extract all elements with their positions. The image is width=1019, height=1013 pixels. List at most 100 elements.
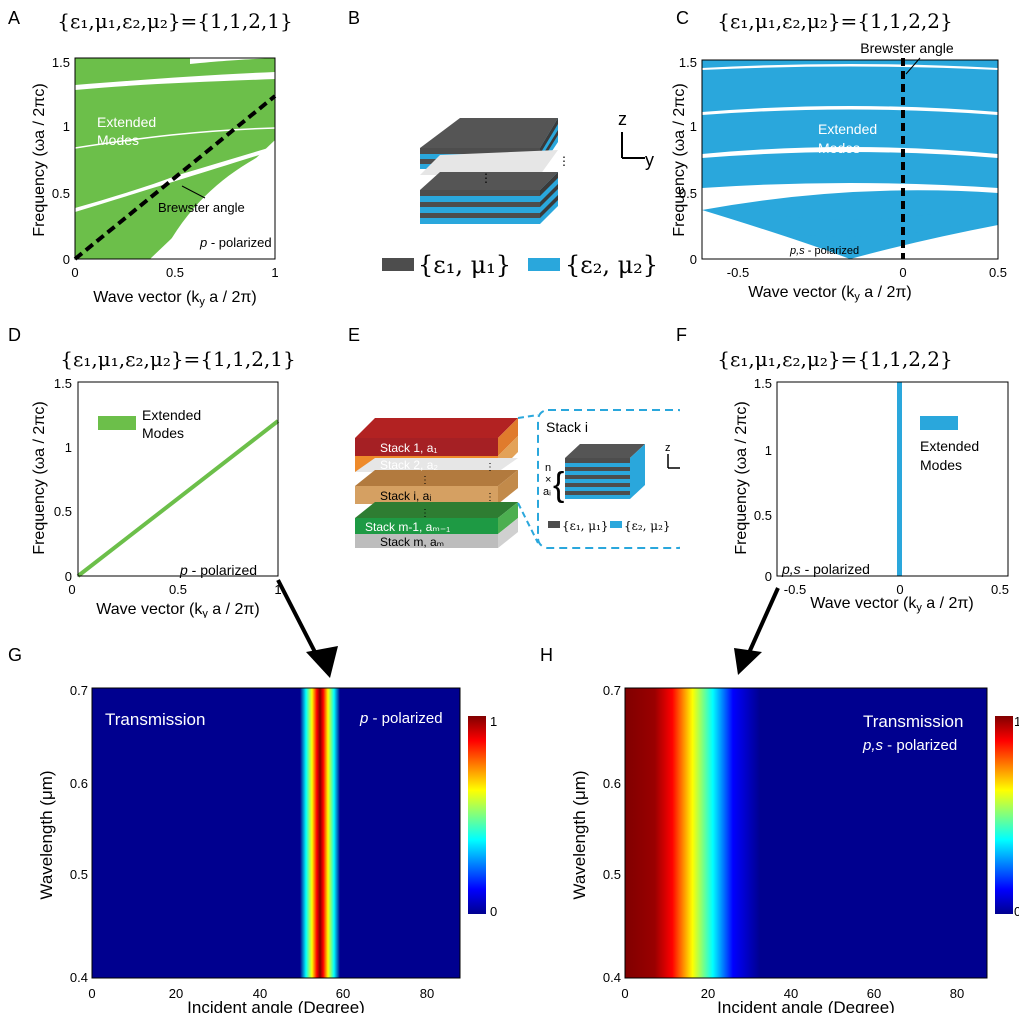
panel-g-xtick: 0 [88,986,95,1001]
panel-c-xlabel: Wave vector (ky a / 2π) [748,284,912,303]
panel-b-stack-bottom [420,172,558,224]
panel-g-xlabel: Incident angle (Degree) [187,998,365,1013]
panel-d-axes-frame [77,381,279,577]
panel-b-gap [420,150,558,175]
panel-c-xtick: -0.5 [727,265,749,280]
panel-g-xtick: 20 [169,986,183,1001]
panel-h-xtick: 20 [701,986,715,1001]
panel-d-ylabel: Frequency (ωa / 2πc) [31,401,48,554]
panel-g-ytick: 0.5 [70,867,88,882]
panel-c-lightcone-right [850,225,998,259]
panel-c-lightcone-left [702,210,850,259]
panel-g-xtick: 40 [253,986,267,1001]
panel-f-mode-line [897,382,902,576]
panel-label-b: B [348,8,361,28]
panel-d-ytick: 0 [65,569,72,584]
arrow-d-to-g [276,579,320,659]
panel-e-dots: ⋮ [485,462,495,473]
panel-g-ytick: 0.6 [70,776,88,791]
panel-f-polarization: p,s - polarized [781,561,870,577]
panel-a-band-diagram: {ε₁,μ₁,ε₂,μ₂}={1,1,2,1} Extended Modes B… [31,9,293,308]
panel-c-ylabel: Frequency (ωa / 2πc) [671,83,688,236]
panel-d-ytick: 1 [65,440,72,455]
panel-c-brewster-arrow [905,57,921,75]
panel-c-ytick: 0.5 [679,186,697,201]
panel-g-colorbar-max: 1 [490,714,497,729]
panel-e-axis-z: z [665,442,671,454]
panel-d-xtick: 1 [274,582,281,597]
panel-h-polarization: p,s - polarized [862,737,957,754]
panel-e-stack-label: Stack i, aᵢ [380,489,431,503]
panel-label-f: F [676,325,687,345]
panel-b-legend-1: {ε₁, μ₁} [418,251,511,279]
panel-e-dots: ⋮ [420,508,430,519]
panel-h-ytick: 0.4 [603,970,621,985]
panel-a-equation: {ε₁,μ₁,ε₂,μ₂}={1,1,2,1} [57,9,293,33]
panel-f-modes-2: Modes [920,457,962,473]
panel-g-background [92,688,460,978]
panel-g-ytick: 0.4 [70,970,88,985]
panel-d-polarization: p - polarized [179,562,257,578]
panel-h-xtick: 80 [950,986,964,1001]
panel-d-equation: {ε₁,μ₁,ε₂,μ₂}={1,1,2,1} [60,347,296,371]
panel-g-polarization: p - polarized [359,710,443,727]
panel-a-xtick: 1 [271,265,278,280]
panel-f-ytick: 1.5 [754,376,772,391]
panel-h-xtick: 60 [867,986,881,1001]
panel-label-d: D [8,325,21,345]
panel-e-stack-schematic: Stack 1, a₁ Stack 2, a₂ Stack i, aᵢ Stac… [355,409,680,549]
panel-e-inset-connector [517,414,539,419]
panel-h-ytick: 0.6 [603,776,621,791]
panel-g-resonance-band [300,688,340,978]
panel-c-modes-1: Extended [818,121,877,137]
panel-h-colorbar-max: 1 [1014,714,1019,729]
panel-f-ytick: 1 [765,443,772,458]
arrow-f-to-h [746,587,780,656]
panel-a-ylabel: Frequency (ωa / 2πc) [31,83,48,236]
panel-label-c: C [676,8,689,28]
panel-c-gap-4 [702,64,998,70]
panel-c-band-diagram: {ε₁,μ₁,ε₂,μ₂}={1,1,2,2} Brewster angle E… [671,9,1007,303]
panel-h-axes-frame [624,687,988,979]
panel-f-legend-swatch [920,416,958,430]
panel-c-xtick: 0.5 [989,265,1007,280]
panel-c-modes-2: Modes [818,140,860,156]
panel-d-xtick: 0 [68,582,75,597]
panel-b-layer-schematic: ⋮ ⋮ z y {ε₁, μ₁} {ε₂, μ₂} [382,109,658,279]
panel-f-equation: {ε₁,μ₁,ε₂,μ₂}={1,1,2,2} [717,347,953,371]
panel-h-heatmap: Transmission p,s - polarized 0.4 0.5 0.6… [570,683,1019,1013]
panel-e-legend-swatch-dark [548,521,560,528]
panel-g-ytick: 0.7 [70,683,88,698]
panel-f-axes-frame [776,381,1009,577]
panel-e-times-label: × [545,474,551,486]
panel-g-colorbar-min: 0 [490,904,497,919]
panel-f-xlabel: Wave vector (ky a / 2π) [810,595,974,614]
panel-a-modes-2: Modes [97,132,139,148]
panel-a-gap-2 [75,72,275,90]
panel-d-mode-line [76,419,280,578]
panel-b-legend-swatch-dark [382,258,414,271]
panel-g-ylabel: Wavelength (μm) [37,770,56,899]
panel-h-ylabel: Wavelength (μm) [570,770,589,899]
panel-d-ytick: 1.5 [54,376,72,391]
panel-e-legend-swatch-cyan [610,521,622,528]
panel-e-stack-layers [355,418,518,548]
panel-d-band-diagram: {ε₁,μ₁,ε₂,μ₂}={1,1,2,1} Extended Modes p… [31,347,296,618]
panel-g-axes-frame [91,687,461,979]
panel-g-xtick: 60 [336,986,350,1001]
panel-d-legend-swatch [98,416,136,430]
panel-a-brewster-label: Brewster angle [158,200,245,215]
panel-h-colorbar [995,716,1013,914]
panel-h-title: Transmission [863,712,963,731]
arrows-overlay [276,579,780,678]
panel-b-legend-2: {ε₂, μ₂} [565,251,658,279]
panel-e-inset-frame [537,409,680,549]
panel-e-stack-label: Stack 2, a₂ [380,458,438,472]
panel-h-xtick: 0 [621,986,628,1001]
panel-a-modes-1: Extended [97,114,156,130]
panel-h-xlabel: Incident angle (Degree) [717,998,895,1013]
panel-e-dots: ⋮ [420,475,430,486]
panel-c-brewster-label: Brewster angle [860,40,954,56]
panel-c-ytick: 0 [690,252,697,267]
panel-d-xtick: 0.5 [169,582,187,597]
